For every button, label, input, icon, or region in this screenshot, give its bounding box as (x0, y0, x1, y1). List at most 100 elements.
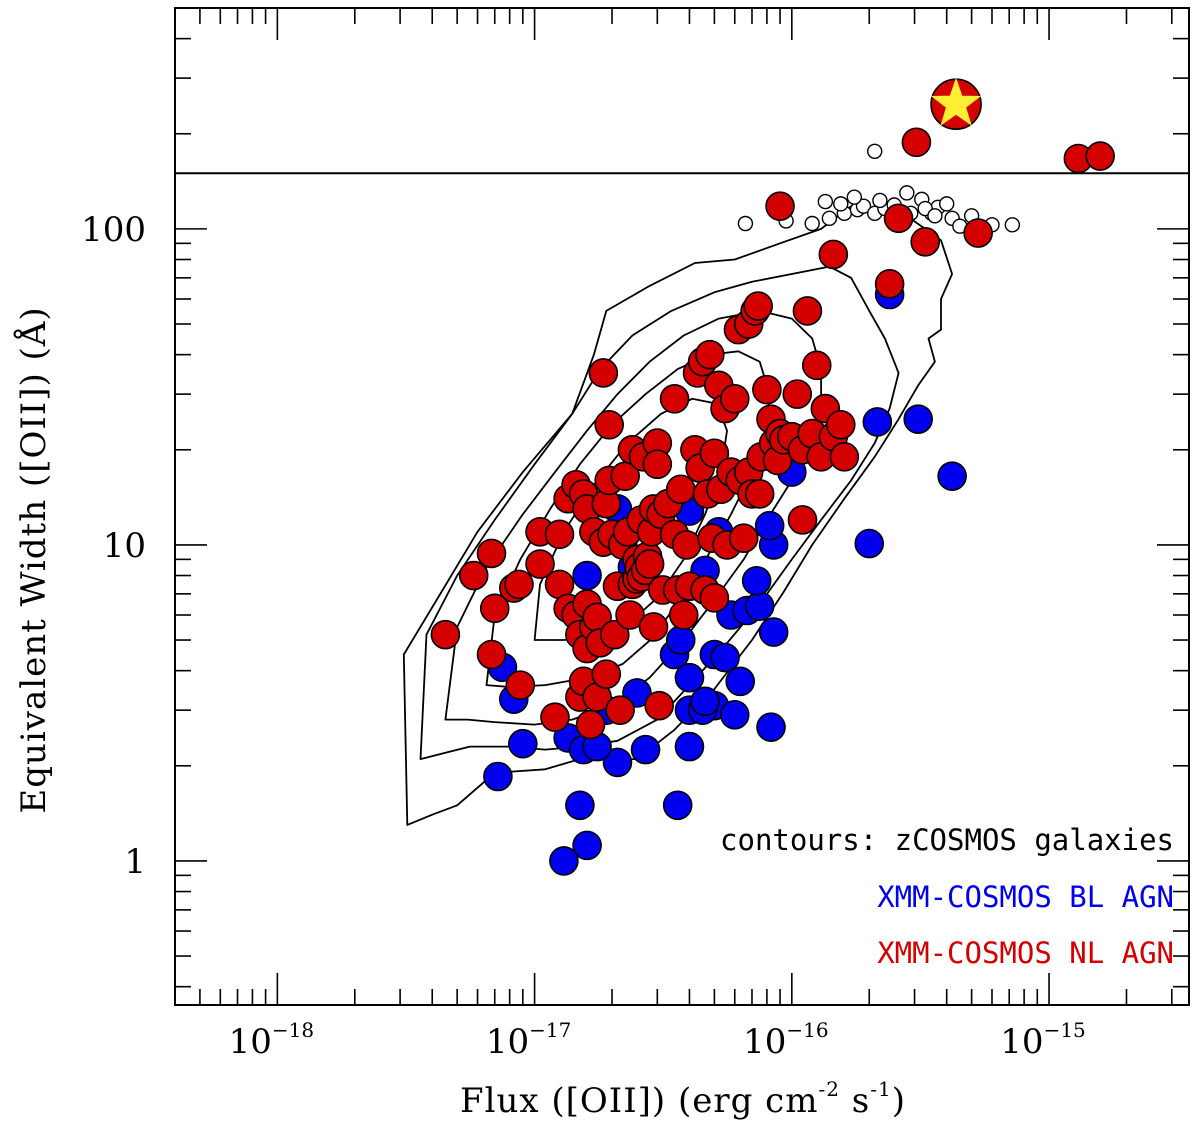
nl-agn-point (699, 438, 730, 469)
zcosmos-point (855, 198, 872, 214)
bl-agn-point (565, 790, 595, 821)
bl-agn-point (665, 625, 696, 655)
nl-agn-point (540, 702, 570, 732)
bl-agn-point (758, 617, 789, 647)
nl-agn-point (458, 560, 489, 591)
zcosmos-point (867, 143, 883, 159)
nl-agn-point (430, 619, 461, 650)
bl-agn-point (630, 734, 661, 765)
bl-agn-point (903, 404, 934, 434)
nl-agn-point (476, 538, 507, 569)
nl-agn-point (910, 227, 940, 257)
nl-agn-point (874, 269, 905, 299)
x-axis-title: Flux ([OII]) (erg cm-2 s-1) (460, 1077, 906, 1121)
bl-agn-point (602, 747, 633, 778)
nl-agn-point (575, 709, 606, 740)
bl-agn-point (549, 846, 579, 876)
nl-agn-point (668, 600, 699, 630)
bl-agn-point (572, 560, 602, 591)
nl-agn-point (544, 519, 575, 550)
point-layer (430, 77, 1115, 876)
bl-agn-point (572, 830, 602, 861)
zcosmos-point (833, 196, 849, 212)
legend-entry-contours: contours: zCOSMOS galaxies (720, 823, 1174, 857)
bl-agn-point (725, 666, 756, 697)
nl-agn-point (638, 612, 669, 642)
nl-agn-point (787, 505, 818, 535)
zcosmos-point (846, 189, 863, 205)
nl-agn-point (1085, 141, 1115, 171)
nl-agn-point (901, 127, 932, 158)
nl-agn-point (642, 449, 673, 480)
nl-agn-point (818, 239, 849, 270)
bl-agn-point (662, 790, 693, 821)
legend-entry-bl-agn: XMM-COSMOS BL AGN (877, 880, 1174, 914)
nl-agn-point (605, 695, 635, 725)
nl-agn-point (699, 583, 730, 613)
bl-agn-point (674, 731, 705, 762)
bl-agn-point (710, 642, 740, 673)
nl-agn-point (644, 690, 674, 721)
y-tick-label: 1 (124, 842, 146, 882)
bl-agn-point (756, 712, 786, 742)
nl-agn-point (479, 593, 510, 624)
nl-agn-point (588, 358, 619, 388)
nl-agn-point (765, 191, 795, 221)
nl-agn-point (743, 291, 773, 321)
nl-agn-point (599, 619, 630, 650)
y-tick-label: 10 (103, 526, 146, 566)
legend-entry-nl-agn: XMM-COSMOS NL AGN (877, 936, 1174, 970)
x-tick-label: 10−18 (229, 1018, 314, 1062)
axis-ticks: 10−18 10−17 10−16 10−15 1 10 100 (81, 7, 1189, 1062)
nl-agn-point (659, 383, 690, 414)
nl-agn-point (752, 374, 782, 405)
y-tick-label: 100 (81, 210, 146, 250)
nl-agn-point (801, 350, 832, 381)
zcosmos-point (737, 215, 754, 232)
nl-agn-point (825, 409, 856, 440)
nl-agn-point (792, 296, 823, 326)
zcosmos-point (872, 192, 888, 209)
nl-agn-point (671, 530, 702, 560)
bl-agn-point (744, 591, 775, 621)
nl-agn-point (695, 339, 725, 370)
nl-agn-point (782, 379, 813, 409)
nl-agn-point (728, 523, 759, 554)
zcosmos-point (817, 193, 834, 210)
nl-agn-point (883, 203, 914, 234)
bl-agn-point (719, 699, 750, 730)
nl-agn-point (591, 659, 622, 689)
zcosmos-point (1004, 217, 1021, 233)
zcosmos-point (927, 208, 943, 224)
bl-agn-point (754, 510, 785, 541)
nl-agn-point (829, 442, 860, 472)
plot-frame-rect (174, 7, 1190, 1006)
zcosmos-point (899, 185, 915, 201)
bl-agn-point (862, 407, 893, 437)
plot-frame (174, 7, 1190, 1006)
zcosmos-point (804, 215, 820, 232)
nl-agn-point (744, 479, 775, 509)
nl-agn-point (634, 549, 665, 579)
nl-agn-point (665, 474, 696, 505)
nl-agn-point (476, 639, 507, 670)
nl-agn-point (525, 549, 555, 579)
bl-agn-point (690, 686, 720, 717)
y-axis-title: Equivalent Width ([OII]) (Å) (13, 306, 54, 813)
nl-agn-point (505, 670, 536, 700)
bl-agn-point (854, 528, 885, 559)
zcosmos-point (938, 196, 955, 212)
x-tick-label: 10−17 (486, 1018, 571, 1062)
bl-agn-point (508, 728, 538, 759)
bl-agn-point (674, 662, 705, 693)
nl-agn-point (719, 383, 750, 414)
nl-agn-point (594, 409, 624, 440)
nl-agn-point (504, 569, 534, 600)
zcosmos-point (821, 210, 838, 227)
highlighted-source-star (930, 77, 982, 126)
nl-agn-point (615, 600, 645, 630)
bl-agn-point (741, 565, 772, 596)
x-tick-label: 10−16 (743, 1018, 828, 1062)
legend: contours: zCOSMOS galaxies XMM-COSMOS BL… (720, 823, 1174, 970)
